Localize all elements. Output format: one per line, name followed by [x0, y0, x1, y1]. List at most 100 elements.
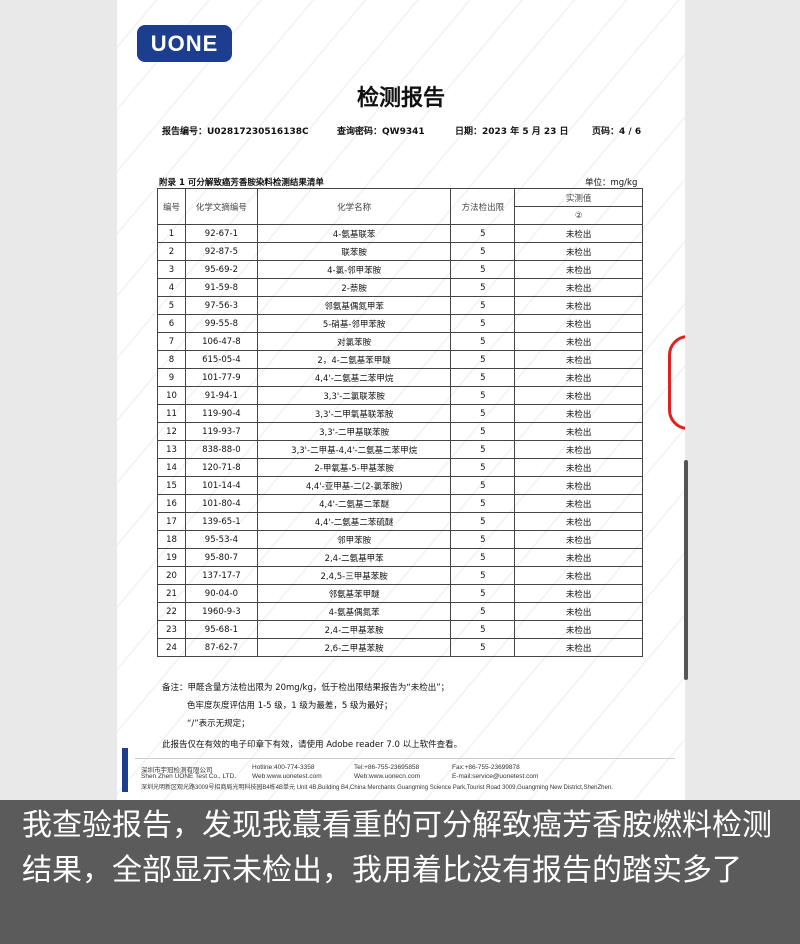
row-no: 6: [157, 314, 186, 333]
row-cas: 1960-9-3: [184, 602, 258, 621]
row-result: 未检出: [514, 278, 643, 297]
row-cas: 101-14-4: [184, 476, 258, 495]
row-limit: 5: [450, 242, 516, 261]
row-cas: 91-59-8: [184, 278, 258, 297]
row-limit: 5: [450, 548, 516, 567]
row-name: 3,3'-二氯联苯胺: [256, 386, 452, 405]
unit-label: 单位：mg/kg: [585, 178, 638, 188]
row-no: 4: [157, 278, 186, 297]
row-result: 未检出: [514, 224, 643, 243]
col-no: 编号: [157, 188, 186, 225]
row-no: 17: [157, 512, 186, 531]
row-limit: 5: [450, 332, 516, 351]
row-no: 22: [157, 602, 186, 621]
row-no: 1: [157, 224, 186, 243]
table-row: 21 90-04-0 邻氨基苯甲醚 5 未检出: [157, 584, 643, 603]
row-name: 4-氯-邻甲苯胺: [256, 260, 452, 279]
row-result: 未检出: [514, 584, 643, 603]
row-cas: 838-88-0: [184, 440, 258, 459]
row-no: 11: [157, 404, 186, 423]
row-limit: 5: [450, 350, 516, 369]
hotline: Hotline:400-774-3358: [252, 764, 315, 771]
row-no: 19: [157, 548, 186, 567]
row-limit: 5: [450, 422, 516, 441]
row-limit: 5: [450, 260, 516, 279]
col-result: 实测值: [514, 188, 643, 207]
footer-accent: [122, 748, 128, 792]
row-name: 联苯胺: [256, 242, 452, 261]
row-no: 20: [157, 566, 186, 585]
row-no: 14: [157, 458, 186, 477]
col-limit: 方法检出限: [450, 188, 516, 225]
row-no: 12: [157, 422, 186, 441]
row-cas: 119-93-7: [184, 422, 258, 441]
row-result: 未检出: [514, 566, 643, 585]
row-cas: 137-17-7: [184, 566, 258, 585]
row-cas: 95-68-1: [184, 620, 258, 639]
email[interactable]: E-mail:service@uonetest.com: [452, 773, 539, 780]
row-result: 未检出: [514, 476, 643, 495]
row-result: 未检出: [514, 350, 643, 369]
row-name: 2,4,5-三甲基苯胺: [256, 566, 452, 585]
row-limit: 5: [450, 386, 516, 405]
row-limit: 5: [450, 368, 516, 387]
web-1[interactable]: Web:www.uonetest.com: [252, 773, 322, 780]
seal-stamp: [668, 335, 685, 430]
row-no: 9: [157, 368, 186, 387]
tel: Tel:+86-755-23695858: [354, 764, 420, 771]
table-row: 6 99-55-8 5-硝基-邻甲苯胺 5 未检出: [157, 314, 643, 333]
caption-text: 我查验报告，发现我蕞看重的可分解致癌芳香胺燃料检测结果，全部显示未检出，我用着比…: [0, 800, 800, 944]
row-limit: 5: [450, 314, 516, 333]
table-row: 20 137-17-7 2,4,5-三甲基苯胺 5 未检出: [157, 566, 643, 585]
row-name: 4,4'-二氨基二苯醚: [256, 494, 452, 513]
row-limit: 5: [450, 458, 516, 477]
table-row: 2 92-87-5 联苯胺 5 未检出: [157, 242, 643, 261]
row-limit: 5: [450, 620, 516, 639]
row-cas: 92-87-5: [184, 242, 258, 261]
row-cas: 106-47-8: [184, 332, 258, 351]
row-name: 对氯苯胺: [256, 332, 452, 351]
row-cas: 119-90-4: [184, 404, 258, 423]
row-name: 3,3'-二甲氧基联苯胺: [256, 404, 452, 423]
row-name: 4,4'-亚甲基-二(2-氯苯胺): [256, 476, 452, 495]
row-limit: 5: [450, 602, 516, 621]
scrollbar[interactable]: [684, 460, 688, 680]
row-limit: 5: [450, 494, 516, 513]
col-cas: 化学文摘编号: [184, 188, 258, 225]
web-2[interactable]: Web:www.uonecn.com: [354, 773, 420, 780]
table-row: 1 92-67-1 4-氨基联苯 5 未检出: [157, 224, 643, 243]
row-limit: 5: [450, 566, 516, 585]
row-name: 5-硝基-邻甲苯胺: [256, 314, 452, 333]
row-no: 24: [157, 638, 186, 657]
row-no: 18: [157, 530, 186, 549]
table-row: 16 101-80-4 4,4'-二氨基二苯醚 5 未检出: [157, 494, 643, 513]
row-cas: 101-77-9: [184, 368, 258, 387]
report-date: 日期：2023 年 5 月 23 日: [455, 127, 569, 137]
address: 深圳光明新区观光路3009号招商局光明科技园B4栋4B单元 Unit 4B,Bu…: [141, 785, 613, 791]
row-no: 7: [157, 332, 186, 351]
row-no: 8: [157, 350, 186, 369]
table-row: 7 106-47-8 对氯苯胺 5 未检出: [157, 332, 643, 351]
page-number: 页码：4 / 6: [592, 127, 642, 137]
row-name: 4,4'-二氨基二苯硫醚: [256, 512, 452, 531]
table-row: 11 119-90-4 3,3'-二甲氧基联苯胺 5 未检出: [157, 404, 643, 423]
company-cn: 深圳市宇冠检测有限公司: [141, 767, 213, 774]
table-row: 23 95-68-1 2,4-二甲基苯胺 5 未检出: [157, 620, 643, 639]
row-no: 2: [157, 242, 186, 261]
fax: Fax:+86-755-23699878: [452, 764, 520, 771]
row-limit: 5: [450, 530, 516, 549]
row-result: 未检出: [514, 494, 643, 513]
row-no: 10: [157, 386, 186, 405]
results-table: 编号 化学文摘编号 化学名称 方法检出限 实测值 ② 1 92-67-1 4-氨基联…: [157, 188, 643, 657]
row-result: 未检出: [514, 386, 643, 405]
table-row: 22 1960-9-3 4-氨基偶氮苯 5 未检出: [157, 602, 643, 621]
report-title: 检测报告: [356, 86, 445, 111]
report-page: UONE 检测报告 报告编号：U02817230516138C 查询密码：QW9…: [117, 0, 685, 800]
note-1: 备注：甲醛含量方法检出限为 20mg/kg，低于检出限结果报告为“未检出”；: [162, 683, 450, 693]
row-limit: 5: [450, 476, 516, 495]
table-row: 17 139-65-1 4,4'-二氨基二苯硫醚 5 未检出: [157, 512, 643, 531]
row-cas: 101-80-4: [184, 494, 258, 513]
col-name: 化学名称: [256, 188, 452, 225]
row-name: 2,6-二甲基苯胺: [256, 638, 452, 657]
row-no: 5: [157, 296, 186, 315]
